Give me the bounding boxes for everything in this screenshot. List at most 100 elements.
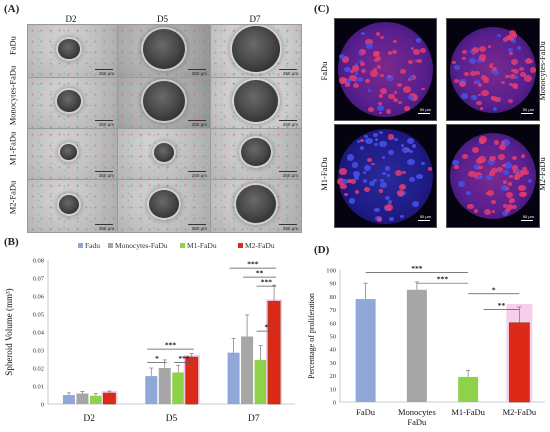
cell-nucleus [510,58,519,66]
cell-nucleus [473,164,481,170]
cell-nucleus [519,71,527,78]
cell-nucleus [379,189,384,193]
cell-nucleus [344,192,349,196]
cell-nucleus [509,51,514,56]
cell-nucleus [465,190,471,195]
y-tick-label: 0.05 [33,312,44,319]
cell-nucleus [413,48,421,55]
cell-nucleus [379,35,385,40]
cell-nucleus [427,167,432,172]
legend-swatch [108,243,113,248]
cell-nucleus [362,171,367,175]
cell-nucleus [490,167,498,174]
cell-nucleus [376,217,383,222]
cell-nucleus [506,204,514,210]
cell-nucleus [358,60,363,64]
brightfield-tile: 250 μm [27,77,118,129]
significance-label: * [264,323,268,332]
cell-nucleus [415,59,419,63]
y-tick-label: 0 [333,400,336,407]
scale-bar-label: 250 μm [191,71,207,76]
cell-nucleus [399,68,407,75]
bar-outline [103,392,116,405]
cell-nucleus [503,180,507,184]
x-tick-label-line: FaDu [407,417,427,427]
cell-nucleus [386,173,391,177]
cell-nucleus [349,178,357,185]
cell-nucleus [338,77,347,84]
cell-nucleus [351,65,360,72]
cell-nucleus [376,105,385,112]
cell-nucleus [461,93,469,100]
cell-nucleus [504,208,511,213]
cell-nucleus [452,60,456,64]
cell-nucleus [507,35,515,42]
cell-nucleus [393,90,397,94]
cell-nucleus [365,43,373,49]
spheroid [241,137,271,167]
cell-nucleus [492,66,497,71]
cell-nucleus [353,82,360,88]
y-tick-label: 40 [330,347,337,354]
legend-label: Monocytes-FaDu [115,241,168,250]
y-tick-label: 0.07 [33,276,45,283]
cell-nucleus [508,182,513,186]
cell-nucleus [501,164,506,168]
cell-nucleus [341,56,350,63]
cell-nucleus [375,56,382,61]
cell-nucleus [516,45,522,50]
cell-nucleus [458,181,465,188]
cell-nucleus [367,106,374,112]
cell-nucleus [528,59,533,64]
cell-nucleus [417,58,423,63]
cell-nucleus [387,134,395,140]
cell-nucleus [487,45,491,48]
brightfield-tile: 250 μm [27,179,118,233]
cell-nucleus [348,198,356,204]
cell-nucleus [509,175,513,178]
brightfield-tile: 250 μm [117,128,211,180]
cell-nucleus [454,78,460,84]
cell-nucleus [527,179,533,183]
cell-nucleus [507,98,514,104]
cell-nucleus [399,184,407,191]
cell-nucleus [366,157,372,162]
bar [185,357,198,404]
cell-nucleus [419,47,427,54]
cell-nucleus [364,38,373,45]
scale-bar [418,113,430,114]
fluorescence-label-fadu: FaDu [319,61,329,81]
cell-nucleus [363,187,370,193]
spheroid [154,142,174,162]
cell-nucleus [491,200,496,204]
cell-nucleus [373,57,379,62]
bar [458,376,479,402]
scale-bar-label: 250 μm [191,226,207,231]
cell-nucleus [511,82,519,89]
scale-bar-label: 250 μm [191,173,207,178]
y-tick-label: 0.06 [33,294,45,301]
cell-nucleus [407,59,413,65]
scale-bar-label: 50 μm [419,107,431,112]
cell-nucleus [389,217,395,222]
cell-nucleus [408,75,415,81]
cell-nucleus [364,135,369,139]
cell-nucleus [387,149,394,155]
panel-a-label: (A) [4,3,20,15]
cell-nucleus [512,69,519,75]
bar [227,352,240,404]
y-axis-title: Spheroid Volume (mm³) [4,288,14,375]
cell-nucleus [388,93,395,100]
cell-nucleus [362,179,367,183]
cell-nucleus [416,38,422,43]
spheroid [234,80,278,122]
cell-nucleus [530,67,537,73]
x-tick-label: FaDu [356,407,376,417]
cell-nucleus [360,138,365,143]
cell-nucleus [500,80,506,85]
cell-nucleus [384,166,390,172]
bar [62,395,75,404]
cell-nucleus [520,154,525,159]
cell-nucleus [475,80,480,85]
scale-bar-label: 250 μm [98,71,114,76]
